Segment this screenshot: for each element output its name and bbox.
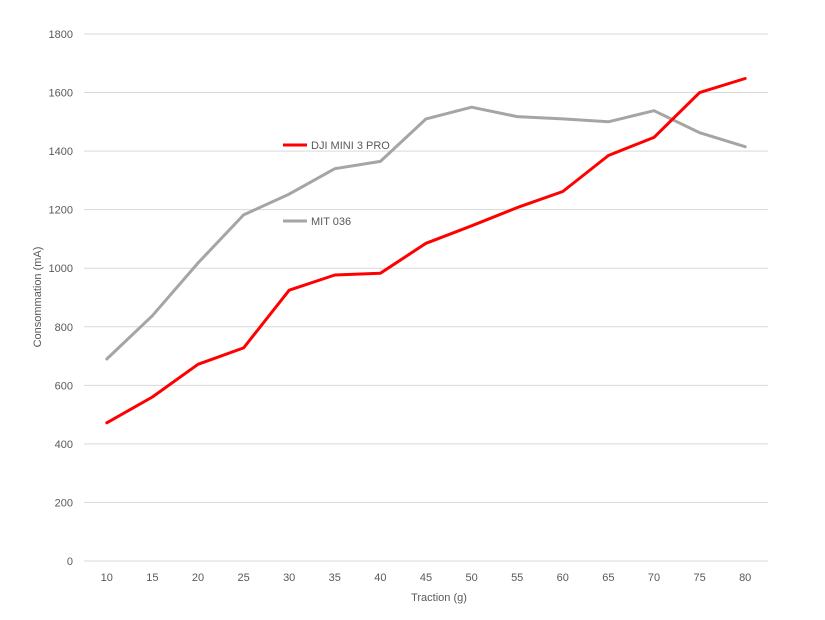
x-tick-label: 75 [693, 572, 705, 584]
x-tick-label: 35 [329, 572, 341, 584]
x-tick-label: 10 [101, 572, 113, 584]
x-tick-label: 55 [511, 572, 523, 584]
x-tick-label: 80 [739, 572, 751, 584]
x-axis-ticks: 10 15 20 25 30 35 40 45 50 55 60 65 70 75 80 [101, 572, 752, 584]
x-tick-label: 40 [374, 572, 386, 584]
series-lines [105, 77, 747, 425]
x-tick-label: 60 [557, 572, 569, 584]
y-tick-label: 0 [67, 556, 73, 568]
x-tick-label: 50 [465, 572, 477, 584]
x-tick-label: 30 [283, 572, 295, 584]
y-axis-label: Consommation (mA) [32, 247, 44, 348]
x-tick-label: 15 [146, 572, 158, 584]
series-line-dji-mini-3-pro [105, 77, 747, 425]
y-tick-label: 200 [55, 497, 73, 509]
x-tick-label: 45 [420, 572, 432, 584]
legend: DJI MINI 3 PRO MIT 036 [283, 140, 390, 228]
y-tick-label: 400 [55, 439, 73, 451]
y-tick-label: 1800 [49, 29, 73, 41]
gridlines [84, 33, 768, 562]
x-tick-label: 20 [192, 572, 204, 584]
series-line-mit-036 [105, 105, 747, 361]
y-tick-label: 600 [55, 380, 73, 392]
y-tick-label: 1400 [49, 146, 73, 158]
x-tick-label: 25 [237, 572, 249, 584]
y-tick-label: 1200 [49, 205, 73, 217]
legend-entry: DJI MINI 3 PRO [311, 140, 390, 152]
y-axis-ticks: 0 200 400 600 800 1000 1200 1400 1600 1800 [49, 29, 73, 568]
y-tick-label: 1600 [49, 88, 73, 100]
x-axis-label: Traction (g) [411, 592, 467, 604]
x-tick-label: 65 [602, 572, 614, 584]
legend-entry: MIT 036 [311, 216, 351, 228]
y-tick-label: 800 [55, 322, 73, 334]
x-tick-label: 70 [648, 572, 660, 584]
y-tick-label: 1000 [49, 263, 73, 275]
